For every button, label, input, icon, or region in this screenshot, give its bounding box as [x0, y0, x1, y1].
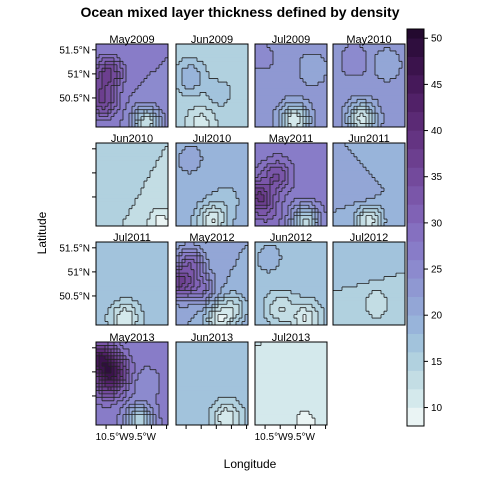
panel-title-jul2009: Jul2009	[272, 34, 311, 46]
colorbar-band	[407, 222, 424, 242]
panel-title-may2012: May2012	[189, 232, 234, 244]
panel-may2010: May2010	[332, 34, 406, 128]
panel-title-jul2011: Jul2011	[113, 232, 151, 244]
panel-title-jun2010: Jun2010	[111, 133, 153, 145]
colorbar-band	[407, 112, 424, 131]
colorbar-band	[407, 389, 424, 408]
panel-title-jun2009: Jun2009	[191, 34, 233, 46]
panel-title-may2013: May2013	[109, 332, 154, 344]
panel-jul2013: Jul2013	[254, 332, 328, 426]
colorbar: 10 15 20 25 30 35 40 45 50	[406, 28, 443, 427]
x-tick-label: 10.5°W	[96, 432, 129, 443]
colorbar-tick-label: 25	[431, 265, 443, 276]
panel-title-may2009: May2009	[109, 34, 154, 46]
colorbar-band	[407, 315, 424, 334]
colorbar-band	[407, 407, 424, 427]
colorbar-band	[407, 259, 424, 279]
colorbar-tick-label: 15	[431, 357, 443, 368]
panel-jun2011: Jun2011	[332, 133, 406, 227]
x-tick-label: 9.5°W	[288, 432, 316, 443]
x-tick-label: 10.5°W	[255, 432, 288, 443]
panel-jul2011: Jul2011	[95, 232, 169, 326]
colorbar-band	[407, 204, 424, 224]
colorbar-band	[407, 149, 424, 168]
y-tick-label: 51.5°N	[59, 243, 90, 254]
panel-may2011: May2011	[254, 133, 328, 227]
panel-title-jul2010: Jul2010	[193, 133, 232, 145]
colorbar-band	[407, 38, 424, 57]
colorbar-band	[407, 185, 424, 205]
panel-jun2010: Jun2010	[95, 133, 169, 227]
panel-jul2009: Jul2009	[254, 34, 328, 128]
colorbar-tick-label: 40	[431, 126, 443, 137]
colorbar-band	[407, 333, 424, 353]
panel-title-jun2013: Jun2013	[191, 332, 233, 344]
colorbar-band	[407, 278, 424, 298]
colorbar-band	[407, 56, 424, 76]
colorbar-tick-label: 45	[431, 80, 443, 91]
panel-title-jul2012: Jul2012	[350, 232, 389, 244]
axes: 51.5°N51°N50.5°N51.5°N51°N50.5°N10.5°W 9.…	[59, 45, 327, 443]
panel-jun2009: Jun2009	[175, 34, 249, 128]
colorbar-band	[407, 167, 424, 187]
panel-title-jun2012: Jun2012	[270, 232, 312, 244]
panel-jul2012: Jul2012	[332, 232, 406, 326]
colorbar-band	[407, 241, 424, 261]
colorbar-tick-label: 50	[431, 34, 443, 45]
x-tick-label: 9.5°W	[129, 432, 157, 443]
colorbar-band	[407, 370, 424, 390]
panel-jun2012: Jun2012	[254, 232, 328, 326]
colorbar-band	[407, 130, 424, 150]
panel-title-jun2011: Jun2011	[348, 133, 389, 145]
panel-jun2013: Jun2013	[175, 332, 249, 426]
panel-may2009: May2009	[95, 34, 169, 128]
y-tick-label: 51°N	[68, 69, 90, 80]
colorbar-band	[407, 75, 424, 94]
colorbar-band	[407, 29, 424, 39]
y-tick-label: 51.5°N	[59, 45, 90, 56]
panel-may2013: May2013	[95, 332, 169, 426]
panel-may2012: May2012	[175, 232, 249, 326]
panel-grid: May2009 Jun2009 Jul2009 May2010 Jun2010 Jul20…	[95, 34, 406, 426]
colorbar-tick-label: 30	[431, 218, 443, 229]
colorbar-band	[407, 352, 424, 371]
colorbar-tick-label: 20	[431, 311, 443, 322]
panel-title-jul2013: Jul2013	[272, 332, 311, 344]
colorbar-tick-label: 10	[431, 403, 443, 414]
chart-title: Ocean mixed layer thickness defined by d…	[80, 4, 399, 20]
panel-jul2010: Jul2010	[175, 133, 249, 227]
y-tick-label: 50.5°N	[59, 93, 90, 104]
colorbar-band	[407, 296, 424, 316]
x-axis-label: Longitude	[224, 457, 277, 471]
colorbar-tick-label: 35	[431, 172, 443, 183]
y-axis-label: Latitude	[35, 211, 49, 254]
panel-title-may2011: May2011	[269, 133, 313, 145]
y-tick-label: 51°N	[68, 267, 90, 278]
y-tick-label: 50.5°N	[59, 291, 90, 302]
panel-title-may2010: May2010	[346, 34, 391, 46]
colorbar-band	[407, 93, 424, 113]
